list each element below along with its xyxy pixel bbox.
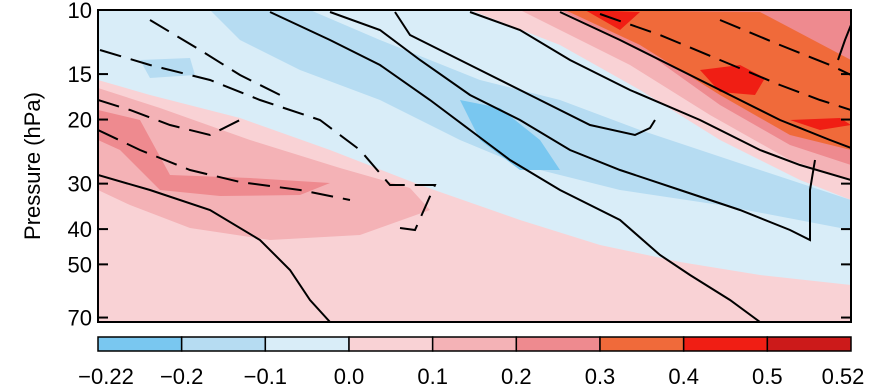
colorbar-tick-label: −0.2 — [160, 364, 203, 389]
contour-dashed-6 — [719, 19, 851, 76]
y-tick-label: 10 — [68, 0, 92, 23]
colorbar-segment — [180, 336, 267, 352]
contour-solid-2 — [269, 11, 761, 322]
y-axis: 10 15 20 30 40 50 70 — [68, 0, 851, 331]
colorbar-tick-label: 0.4 — [668, 364, 699, 389]
contour-solid-1 — [98, 174, 331, 322]
fill-pink-left-band — [98, 88, 430, 240]
y-tick-label: 40 — [68, 217, 92, 242]
fill-red-right-3 — [790, 118, 851, 130]
colorbar-tick-label: −0.22 — [78, 364, 134, 389]
colorbar-tick-label: 0.5 — [752, 364, 783, 389]
contour-dashed-3 — [98, 129, 351, 201]
colorbar: −0.22 −0.2 −0.1 0.0 0.1 0.2 0.3 0.4 0.5 0.52 — [78, 336, 865, 389]
colorbar-segment — [431, 336, 518, 352]
fill-pink-lower — [98, 80, 851, 322]
contour-solid-4 — [394, 11, 656, 137]
y-tick-label: 70 — [68, 306, 92, 331]
colorbar-tick-label: 0.0 — [334, 364, 365, 389]
colorbar-segment — [599, 336, 685, 352]
contour-dashed-4 — [149, 19, 281, 96]
colorbar-segment — [264, 336, 350, 352]
colorbar-segment — [348, 336, 434, 352]
contour-solid-3 — [329, 11, 816, 242]
colorbar-tick-label: 0.2 — [501, 364, 532, 389]
contour-dashed-2 — [98, 99, 241, 137]
contour-solid-6 — [559, 11, 851, 149]
contour-solid-5 — [469, 11, 851, 181]
colorbar-tick-label: −0.1 — [244, 364, 287, 389]
colorbar-segment — [766, 336, 852, 352]
y-tick-label: 15 — [68, 62, 92, 87]
y-tick-label: 20 — [68, 108, 92, 133]
colorbar-segment — [682, 336, 769, 352]
fill-salmon-left — [98, 110, 330, 196]
colorbar-tick-label: 0.52 — [822, 364, 865, 389]
contour-dashed-5 — [599, 13, 851, 111]
colorbar-tick-label: 0.3 — [585, 364, 616, 389]
fill-blue-dark — [460, 100, 560, 170]
colorbar-segment — [97, 336, 183, 352]
y-axis-label: Pressure (hPa) — [20, 92, 45, 240]
fill-blue-main — [210, 10, 851, 230]
colorbar-tick-label: 0.1 — [417, 364, 448, 389]
plot-frame — [97, 9, 852, 323]
colorbar-segment — [515, 336, 601, 352]
y-tick-label: 50 — [68, 252, 92, 277]
contour-dashed-1 — [99, 49, 437, 232]
contour-solid-7 — [837, 24, 851, 61]
y-tick-label: 30 — [68, 172, 92, 197]
contour-lines-group — [98, 11, 851, 322]
fill-red-right — [585, 10, 640, 30]
